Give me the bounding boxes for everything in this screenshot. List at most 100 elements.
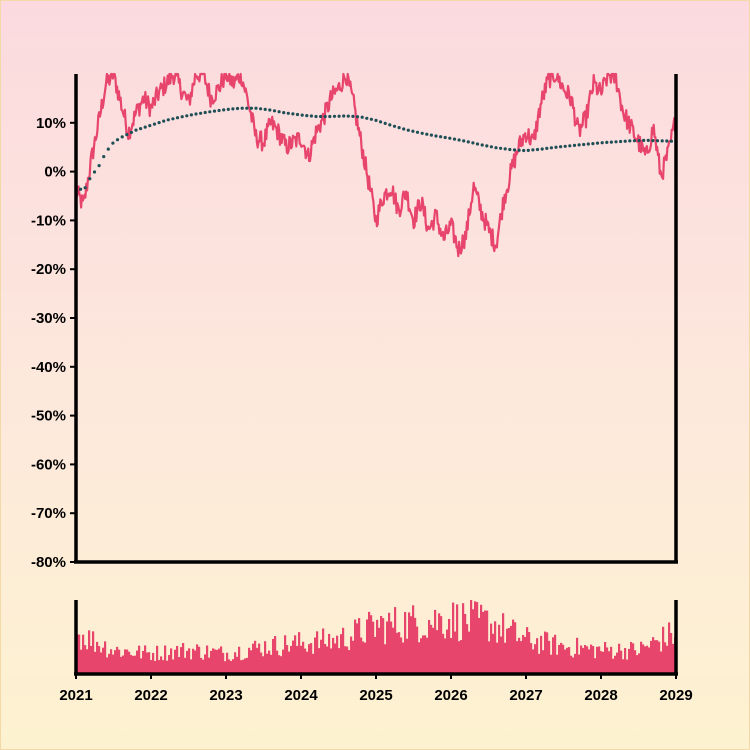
trend-dot: [309, 114, 313, 118]
y-tick-label: 10%: [36, 115, 66, 132]
trend-dot: [277, 110, 281, 114]
volume-bar: [666, 645, 669, 674]
volume-bar: [94, 651, 97, 674]
volume-bar: [656, 640, 659, 674]
volume-bar: [342, 627, 345, 674]
trend-dot: [660, 139, 664, 143]
volume-bar: [390, 621, 393, 674]
volume-bar: [298, 632, 301, 674]
volume-bar: [246, 657, 249, 674]
trend-dot: [268, 108, 272, 112]
volume-bar: [378, 627, 381, 674]
volume-bar: [460, 640, 463, 674]
volume-bar: [276, 650, 279, 674]
volume-bar: [426, 637, 429, 674]
volume-bar: [288, 651, 291, 674]
volume-bar: [132, 655, 135, 674]
y-tick-label: -30%: [31, 310, 66, 327]
volume-bar: [492, 633, 495, 674]
x-tick-label: 2023: [209, 687, 242, 704]
trend-dot: [111, 141, 115, 145]
volume-bar: [180, 647, 183, 674]
volume-bar: [160, 656, 163, 674]
volume-bar: [434, 609, 437, 674]
volume-bar: [584, 645, 587, 674]
volume-bar: [512, 619, 515, 674]
trend-dot: [475, 142, 480, 146]
volume-bar: [128, 651, 131, 674]
volume-bar: [148, 652, 151, 674]
volume-bar: [182, 643, 185, 674]
trend-dot: [162, 119, 166, 123]
volume-bar: [424, 635, 427, 674]
volume-bar: [416, 626, 419, 674]
volume-bar: [130, 654, 133, 674]
volume-bar: [256, 647, 259, 674]
volume-bar: [164, 645, 167, 674]
trend-dot: [379, 120, 383, 124]
trend-dot: [568, 144, 572, 148]
volume-bar: [126, 649, 129, 674]
trend-dot: [392, 124, 397, 128]
volume-bar: [368, 611, 371, 674]
trend-dot: [365, 116, 369, 120]
volume-bar: [190, 659, 193, 674]
trend-dot: [208, 110, 212, 114]
volume-bar: [142, 651, 145, 674]
trend-dot: [355, 115, 360, 119]
volume-bar: [554, 634, 557, 674]
volume-bar: [398, 632, 401, 674]
x-tick-label: 2027: [509, 687, 542, 704]
volume-bar: [590, 644, 593, 674]
volume-bar: [570, 655, 573, 674]
trend-dot: [508, 147, 512, 152]
trend-dot: [185, 114, 189, 118]
volume-bar: [252, 643, 255, 674]
trend-dot: [263, 107, 267, 111]
volume-bar: [586, 646, 589, 674]
volume-bar: [264, 641, 267, 674]
volume-bar: [336, 635, 339, 674]
volume-bar: [270, 654, 273, 674]
volume-bar: [446, 629, 449, 674]
volume-bar: [334, 643, 337, 674]
trend-dot: [134, 128, 138, 132]
volume-bar: [410, 616, 413, 674]
trend-dot: [328, 114, 332, 119]
trend-dot: [531, 148, 535, 152]
trend-dot: [623, 139, 627, 143]
volume-bar: [566, 647, 569, 674]
volume-bar: [376, 619, 379, 674]
volume-bar: [82, 634, 85, 674]
volume-bar: [258, 643, 261, 674]
volume-bar: [300, 645, 303, 674]
volume-bar: [304, 648, 307, 674]
trend-dot: [79, 187, 83, 191]
trend-dot: [443, 135, 447, 140]
volume-bar: [88, 630, 91, 674]
trend-dot: [651, 139, 655, 143]
volume-bar: [646, 645, 649, 674]
volume-bar: [616, 652, 619, 674]
volume-bar: [266, 653, 269, 674]
volume-bar: [274, 636, 277, 674]
volume-bar: [540, 635, 543, 674]
volume-bar: [116, 646, 119, 674]
volume-bar: [574, 653, 577, 674]
volume-bar: [90, 646, 93, 674]
x-tick-label: 2029: [659, 687, 692, 704]
trend-dot: [212, 109, 217, 113]
volume-bar: [364, 642, 367, 674]
volume-bar: [546, 632, 549, 674]
volume-bar: [80, 649, 83, 674]
volume-bar: [162, 660, 165, 674]
trend-dot: [305, 114, 309, 118]
volume-bar: [244, 658, 247, 674]
trend-dot: [425, 132, 429, 136]
volume-bar: [396, 632, 399, 674]
volume-bar: [138, 645, 141, 674]
volume-bar: [444, 638, 447, 674]
volume-bar: [670, 632, 673, 674]
volume-bar: [532, 649, 535, 674]
volume-bar: [576, 637, 579, 674]
